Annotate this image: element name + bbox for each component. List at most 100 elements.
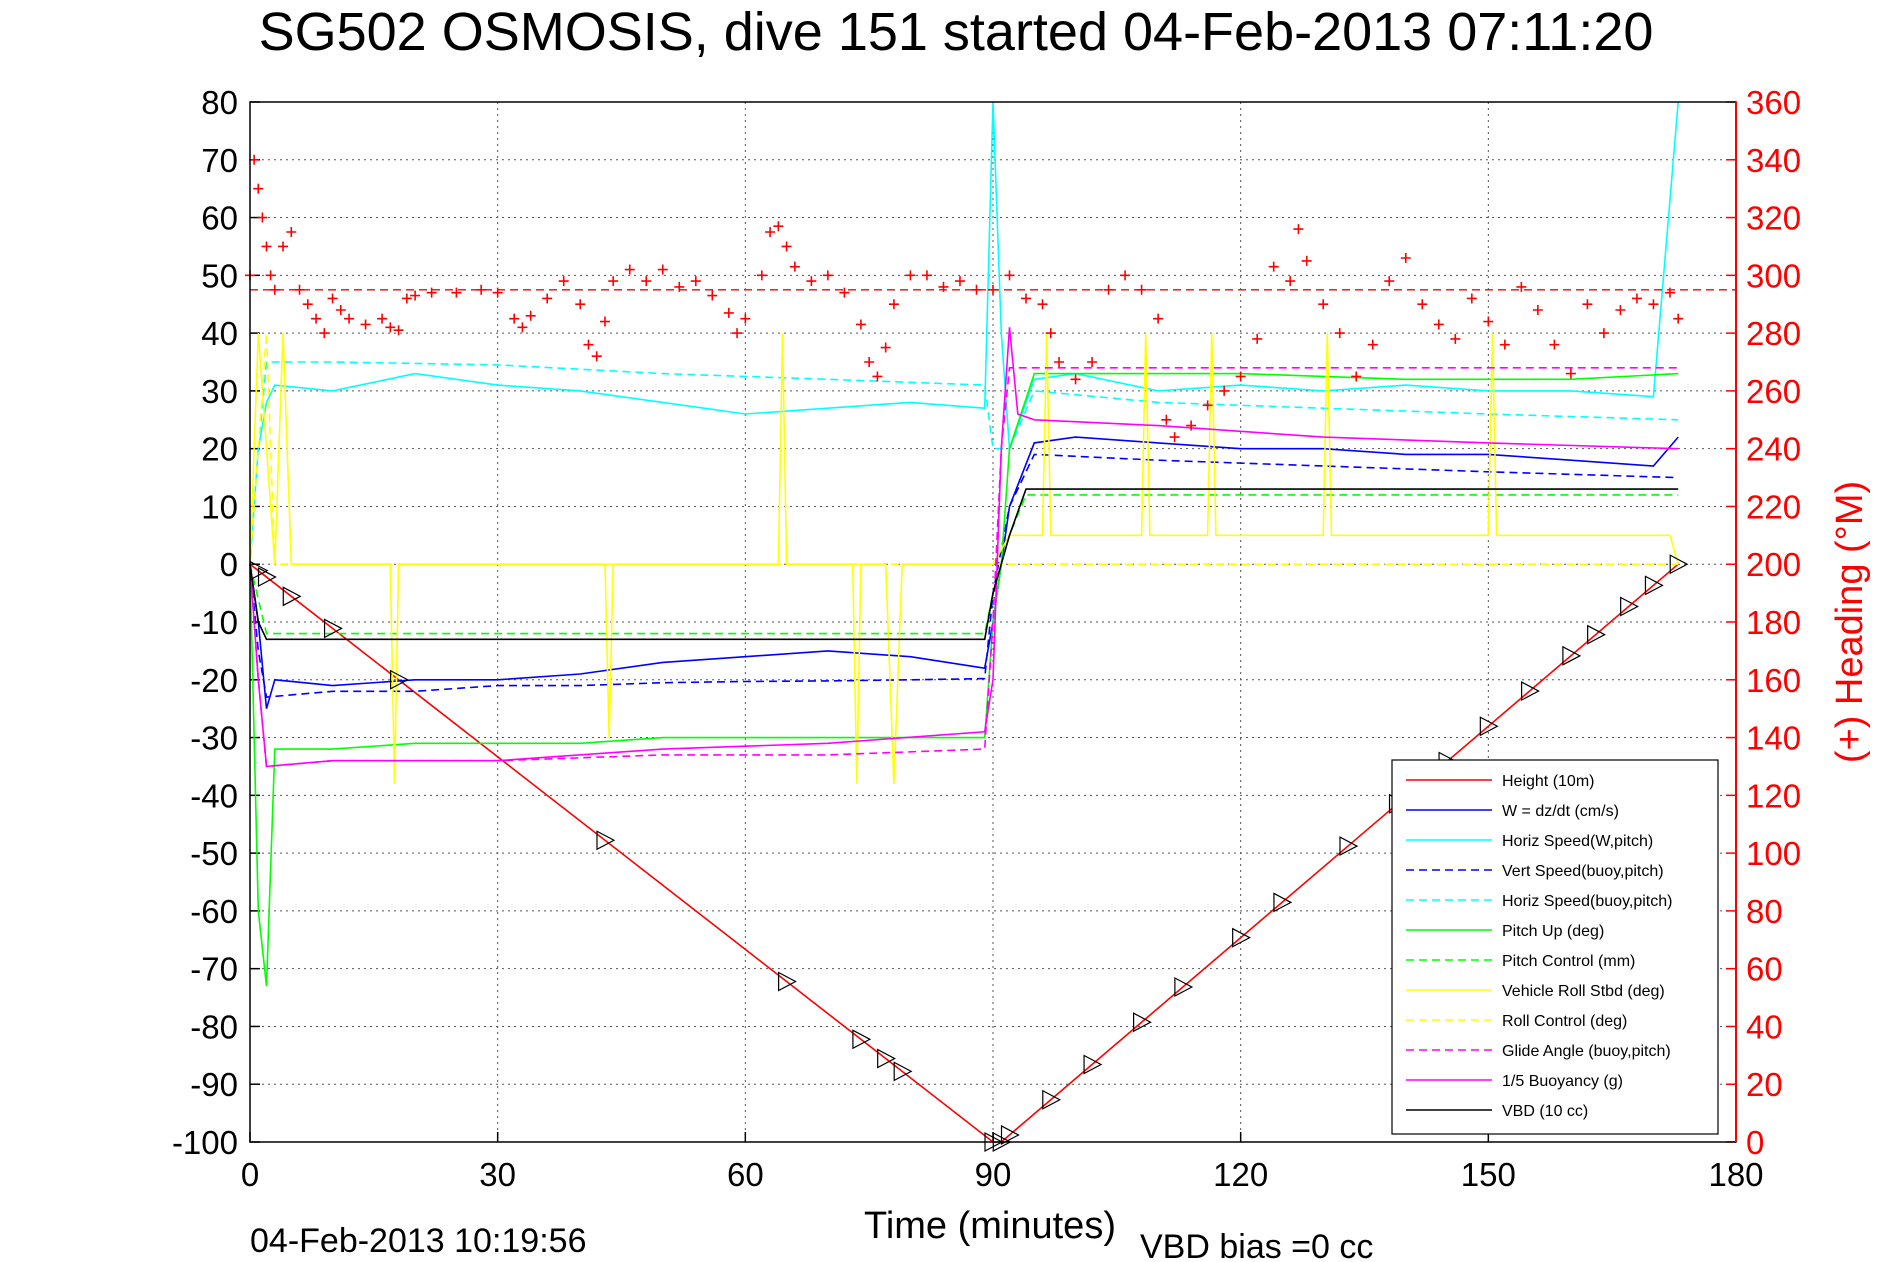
heading-point xyxy=(1087,357,1098,367)
heading-point xyxy=(1532,305,1543,315)
heading-point xyxy=(657,264,668,275)
series-line xyxy=(249,101,1679,565)
heading-layer xyxy=(245,154,1736,443)
heading-point xyxy=(674,281,685,292)
depth-marker xyxy=(1232,927,1251,948)
depth-marker xyxy=(257,567,277,588)
heading-point xyxy=(1549,339,1560,350)
heading-point xyxy=(608,276,619,287)
x-tick-label: 150 xyxy=(1461,1156,1516,1193)
heading-point xyxy=(781,241,792,252)
heading-point xyxy=(641,276,652,287)
heading-point xyxy=(1598,328,1609,339)
heading-point xyxy=(360,319,371,330)
depth-marker xyxy=(1479,716,1499,737)
heading-point xyxy=(1268,261,1279,272)
heading-point xyxy=(1103,284,1114,295)
heading-point xyxy=(1631,293,1642,304)
heading-point xyxy=(286,227,297,237)
heading-point xyxy=(327,293,338,304)
heading-point xyxy=(1301,255,1312,266)
heading-point xyxy=(756,270,767,281)
heading-point xyxy=(707,290,718,301)
y-tick-label: -70 xyxy=(190,951,238,988)
heading-point xyxy=(971,284,982,295)
y-tick-label: -40 xyxy=(190,777,238,814)
heading-point xyxy=(426,287,437,298)
heading-point xyxy=(1615,305,1626,315)
y-tick-label: -100 xyxy=(172,1124,238,1161)
y-tick-label: -30 xyxy=(190,720,238,757)
series-line xyxy=(249,327,1679,768)
heading-point xyxy=(1252,333,1263,344)
heading-point xyxy=(1664,287,1675,298)
heading-point xyxy=(1318,299,1329,310)
heading-point xyxy=(278,241,289,252)
heading-point xyxy=(1351,371,1362,382)
heading-point xyxy=(335,305,346,315)
heading-point xyxy=(1565,368,1576,379)
depth-marker xyxy=(1620,596,1639,617)
y2-tick-label: 40 xyxy=(1746,1008,1783,1045)
heading-point xyxy=(806,276,817,287)
x-tick-label: 30 xyxy=(479,1156,516,1193)
legend: Height (10m) W = dz/dt (cm/s) Horiz Speed(… xyxy=(1391,759,1719,1135)
y-tick-label: 50 xyxy=(201,257,238,294)
legend-label: Roll Control (deg) xyxy=(1502,1013,1627,1030)
y2-tick-label: 280 xyxy=(1746,315,1801,352)
heading-point xyxy=(954,276,965,287)
heading-point xyxy=(1004,270,1015,281)
heading-point xyxy=(319,328,330,339)
depth-marker xyxy=(1521,681,1540,702)
heading-point xyxy=(855,319,866,330)
heading-point xyxy=(1400,253,1411,263)
footer-timestamp: 04-Feb-2013 10:19:56 xyxy=(250,1222,586,1260)
heading-point xyxy=(773,221,784,232)
depth-marker xyxy=(1339,836,1359,857)
legend-box xyxy=(1391,759,1719,1135)
heading-point xyxy=(583,339,594,350)
heading-point xyxy=(1516,281,1527,292)
legend-label: Pitch Up (deg) xyxy=(1502,923,1604,940)
heading-point xyxy=(1202,400,1213,411)
legend-label: Vehicle Roll Stbd (deg) xyxy=(1502,983,1665,1000)
depth-marker xyxy=(596,830,616,851)
heading-point xyxy=(864,357,875,367)
heading-point xyxy=(1433,319,1444,330)
y2-tick-label: 240 xyxy=(1746,431,1801,468)
heading-point xyxy=(1293,224,1304,235)
y-tick-label: -60 xyxy=(190,893,238,930)
heading-point xyxy=(558,276,569,287)
heading-point xyxy=(1648,299,1659,310)
heading-point xyxy=(311,313,322,324)
heading-point xyxy=(253,183,264,194)
heading-point xyxy=(839,287,850,298)
heading-point xyxy=(880,342,891,353)
heading-point xyxy=(1070,374,1081,385)
heading-point xyxy=(723,307,734,318)
y-tick-label: -20 xyxy=(190,662,238,699)
y-tick-label: -80 xyxy=(190,1008,238,1045)
x-tick-label: 0 xyxy=(241,1156,259,1193)
y2-tick-label: 80 xyxy=(1746,893,1783,930)
y2-axis-label: (+) Heading (°M) xyxy=(1829,481,1871,763)
axis-ticks: 0 30 60 90 120 150 18080706050403020100-10-20-… xyxy=(172,84,1801,1193)
y2-tick-label: 300 xyxy=(1746,257,1801,294)
legend-label: Pitch Control (mm) xyxy=(1502,953,1635,970)
heading-point xyxy=(988,284,998,295)
y2-tick-label: 160 xyxy=(1746,662,1801,699)
legend-label: Horiz Speed(buoy,pitch) xyxy=(1502,893,1672,910)
series-line xyxy=(249,372,1679,987)
y2-tick-label: 340 xyxy=(1746,142,1801,179)
heading-point xyxy=(1120,270,1131,281)
heading-point xyxy=(393,325,404,336)
legend-label: W = dz/dt (cm/s) xyxy=(1502,803,1619,820)
legend-label: 1/5 Buoyancy (g) xyxy=(1502,1073,1623,1090)
heading-point xyxy=(1054,357,1065,367)
depth-marker xyxy=(1083,1054,1103,1075)
heading-point xyxy=(765,227,776,237)
heading-point xyxy=(1136,284,1147,295)
depth-marker xyxy=(1562,645,1582,666)
heading-point xyxy=(1235,371,1246,382)
heading-point xyxy=(302,299,313,310)
